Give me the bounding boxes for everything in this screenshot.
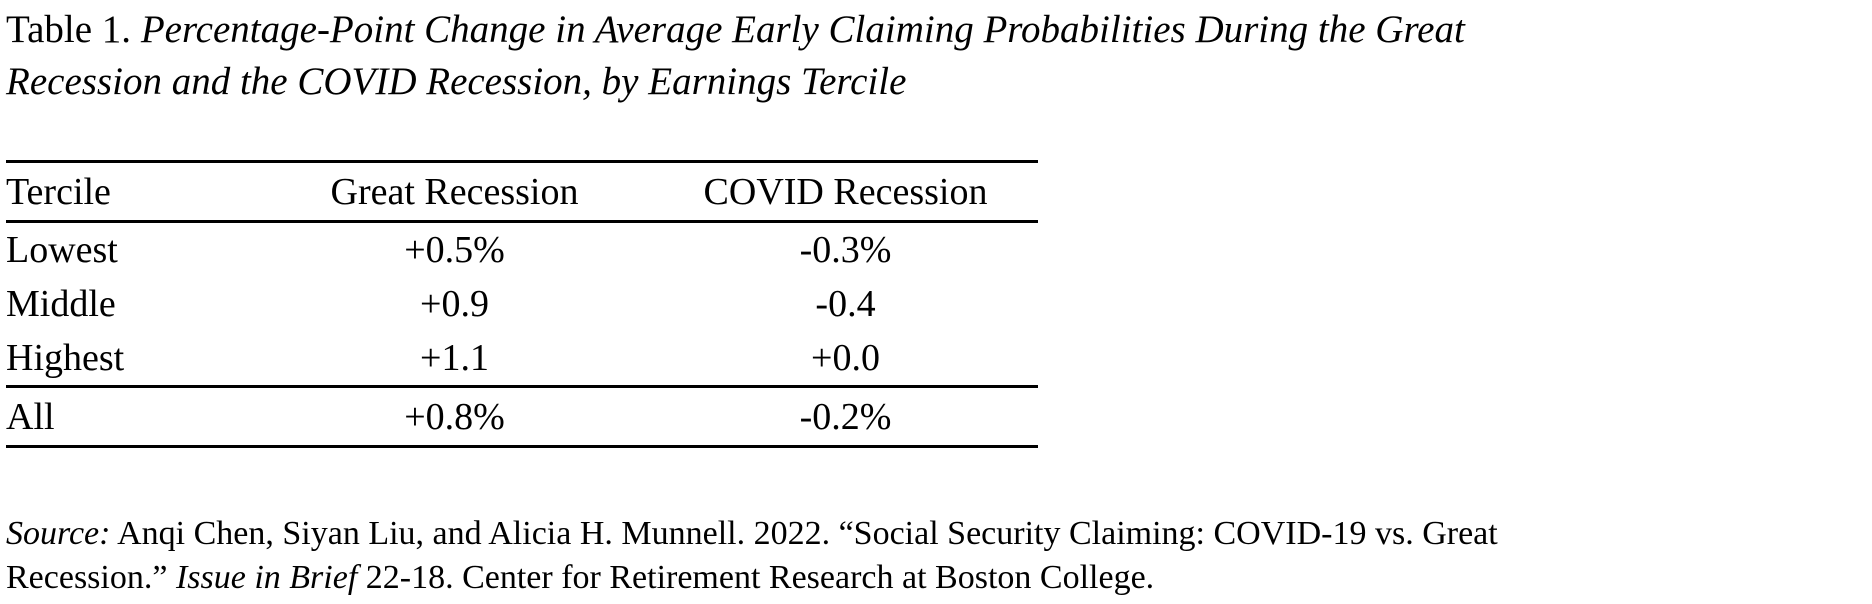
source-publication-name: Issue in Brief [175,559,358,596]
column-header-covid-recession: COVID Recession [653,161,1038,223]
source-note: Source: Anqi Chen, Siyan Liu, and Alicia… [6,512,1538,600]
cell-covid-recession: -0.3% [799,229,892,271]
table-row-middle: Middle +0.9 -0.4 [6,277,1038,331]
table-row-lowest: Lowest +0.5% -0.3% [6,222,1038,278]
cell-covid-recession: -0.4 [815,283,876,325]
cell-tercile: Lowest [6,229,118,271]
table-header-row: Tercile Great Recession COVID Recession [6,161,1038,223]
cell-great-recession: +1.1 [420,337,489,379]
table-1: Tercile Great Recession COVID Recession … [6,160,1038,448]
column-header-tercile: Tercile [6,161,256,223]
column-header-great-recession: Great Recession [256,161,653,223]
cell-covid-recession: +0.0 [811,337,880,379]
source-label: Source: [6,515,111,552]
table-title-text: Percentage-Point Change in Average Early… [6,8,1465,103]
cell-great-recession: +0.9 [420,283,489,325]
cell-tercile: Middle [6,283,116,325]
source-citation-part2: 22-18. Center for Retirement Research at… [357,559,1155,596]
table-title: Table 1. Percentage-Point Change in Aver… [6,4,1566,108]
table-row-highest: Highest +1.1 +0.0 [6,331,1038,387]
cell-tercile: Highest [6,337,125,379]
cell-great-recession: +0.8% [256,385,653,447]
table-row-all: All +0.8% -0.2% [6,385,1038,447]
table-title-number: Table 1. [6,8,141,51]
cell-tercile: All [6,385,256,447]
cell-great-recession: +0.5% [404,229,505,271]
source-citation-part1: Anqi Chen, Siyan Liu, and Alicia H. Munn… [6,515,1498,596]
cell-covid-recession: -0.2% [653,385,1038,447]
